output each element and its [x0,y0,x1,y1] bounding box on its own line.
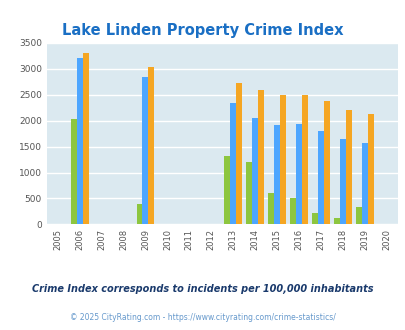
Bar [230,103,236,224]
Bar [77,58,82,224]
Bar [70,119,77,224]
Bar [333,218,339,224]
Bar [295,124,301,224]
Bar [361,143,367,224]
Bar [136,204,142,224]
Bar [290,198,295,224]
Bar [311,213,317,224]
Bar [345,110,351,224]
Bar [301,95,307,224]
Bar [367,115,373,224]
Bar [268,193,273,224]
Bar [236,83,241,224]
Text: Crime Index corresponds to incidents per 100,000 inhabitants: Crime Index corresponds to incidents per… [32,284,373,294]
Bar [142,77,148,224]
Bar [317,131,323,224]
Text: Lake Linden Property Crime Index: Lake Linden Property Crime Index [62,23,343,38]
Bar [273,125,279,224]
Bar [252,117,258,224]
Bar [148,67,154,224]
Bar [224,156,230,224]
Bar [246,162,252,224]
Bar [355,207,361,224]
Bar [339,139,345,224]
Bar [279,95,286,224]
Bar [82,53,88,224]
Text: © 2025 CityRating.com - https://www.cityrating.com/crime-statistics/: © 2025 CityRating.com - https://www.city… [70,313,335,322]
Bar [323,102,329,224]
Bar [258,89,263,224]
